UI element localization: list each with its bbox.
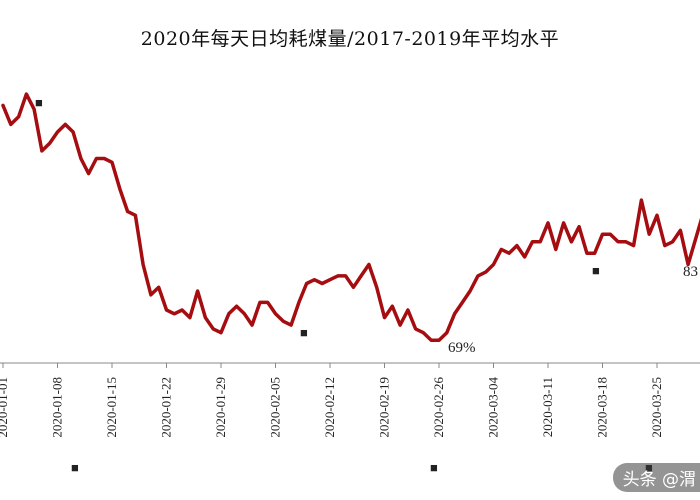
series-layer bbox=[1, 92, 700, 343]
x-tick-label: 2020-01-29 bbox=[213, 377, 228, 438]
annotation-83: 83 bbox=[683, 264, 698, 280]
x-tick-label: 2020-02-19 bbox=[377, 377, 392, 438]
x-tick-label: 2020-02-26 bbox=[431, 377, 446, 438]
stray-marker: ■ bbox=[592, 263, 600, 278]
x-axis-ticks bbox=[2, 363, 658, 368]
marker-layer: ■ ■ ■ ■ ■ ■ bbox=[35, 95, 653, 475]
x-tick-label: 2020-01-22 bbox=[159, 377, 174, 438]
annotation-69-percent: 69% bbox=[448, 340, 476, 356]
x-tick-label: 2020-01-15 bbox=[104, 377, 119, 438]
x-tick-label: 2020-01-01 bbox=[0, 377, 10, 438]
stray-marker: ■ bbox=[35, 95, 43, 110]
x-tick-label: 2020-03-25 bbox=[649, 377, 664, 438]
watermark: 头条 @渭 bbox=[612, 463, 700, 492]
x-tick-label: 2020-01-08 bbox=[50, 377, 65, 438]
stray-marker: ■ bbox=[430, 460, 438, 475]
x-tick-label: 2020-03-18 bbox=[595, 377, 610, 438]
x-tick-label: 2020-03-11 bbox=[540, 377, 555, 437]
x-axis-tick-labels: 2020-01-01 2020-01-08 2020-01-15 2020-01-22… bbox=[0, 377, 664, 438]
x-tick-label: 2020-03-04 bbox=[486, 377, 501, 438]
chart-title: 2020年每天日均耗煤量/2017-2019年平均水平 bbox=[140, 28, 560, 50]
stray-marker: ■ bbox=[71, 460, 79, 475]
series-line-0 bbox=[1, 92, 700, 343]
stray-marker: ■ bbox=[300, 325, 308, 340]
x-tick-label: 2020-02-05 bbox=[268, 377, 283, 438]
x-tick-label: 2020-02-12 bbox=[322, 377, 337, 438]
